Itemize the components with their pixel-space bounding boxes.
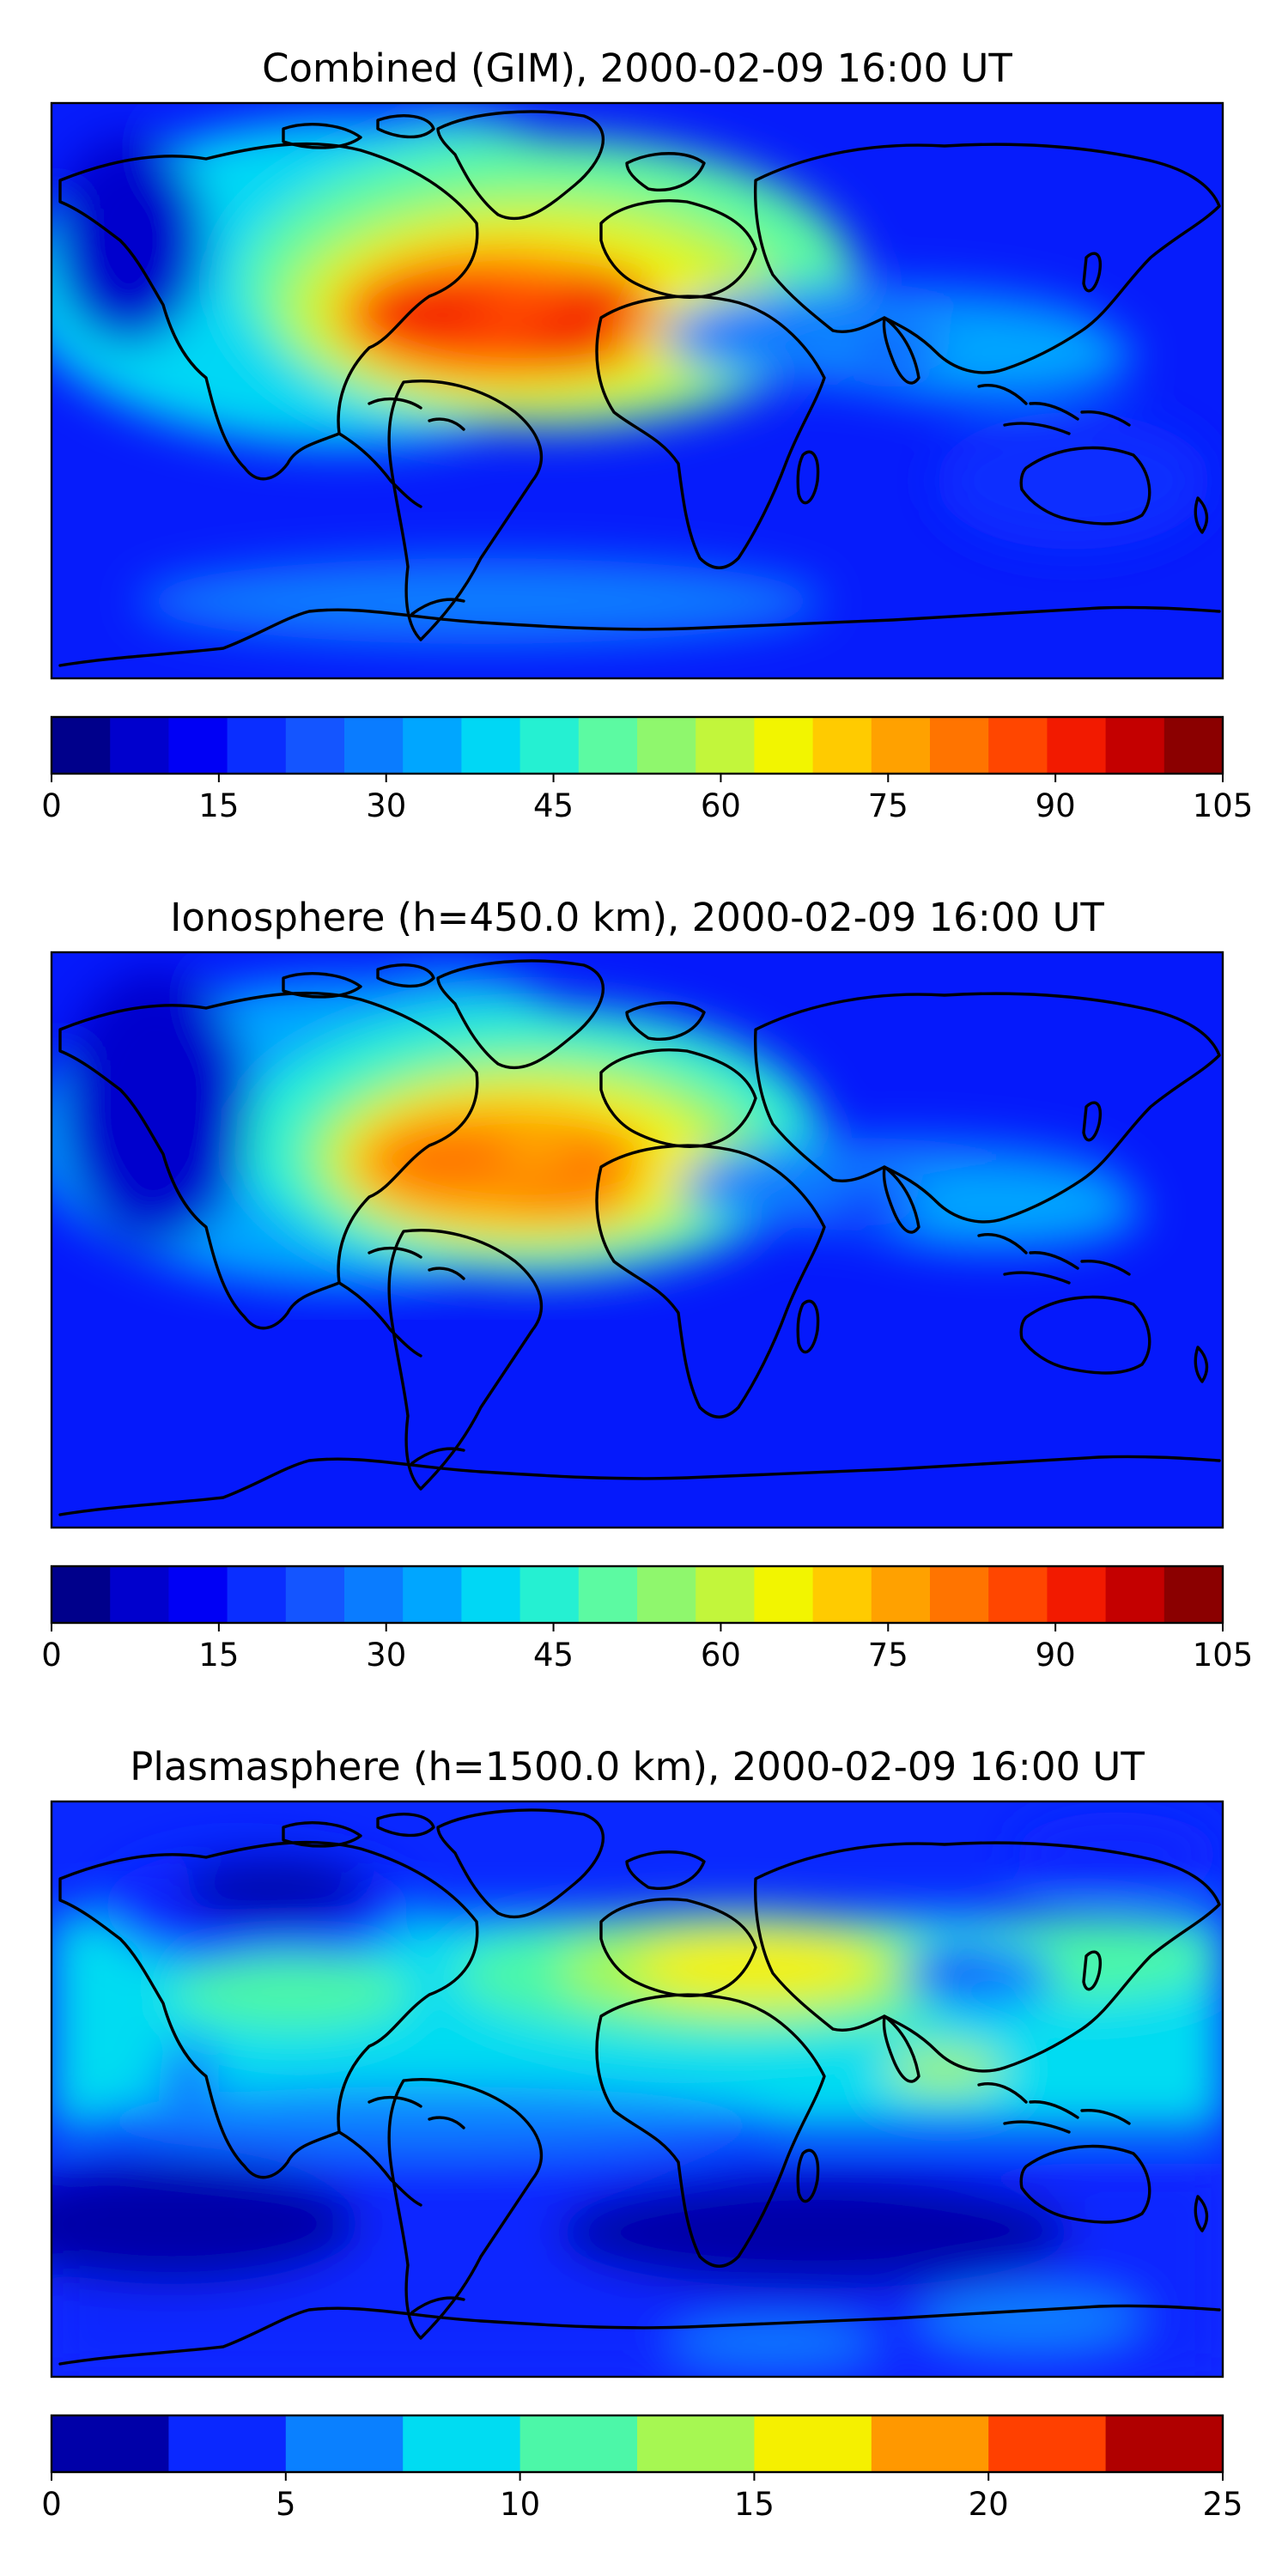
colorbar-cell <box>988 717 1048 774</box>
colorbar-cell <box>168 1566 228 1623</box>
colorbar-tick-label: 30 <box>366 1637 406 1674</box>
colorbar-cell <box>168 2415 287 2472</box>
colorbar-3: 0 5 10 15 20 25 <box>41 2414 1243 2523</box>
colorbar-cell <box>812 717 872 774</box>
colorbar-cell <box>637 2415 755 2472</box>
colorbar-cell <box>227 717 287 774</box>
colorbar-tick-label: 90 <box>1036 1637 1076 1674</box>
colorbar-tick-label: 15 <box>734 2486 775 2523</box>
colorbar-tick-label: 60 <box>701 1637 741 1674</box>
colorbar-tick-label: 105 <box>1193 1637 1254 1674</box>
colorbar-cell <box>227 1566 287 1623</box>
colorbar-cell <box>403 2415 521 2472</box>
colorbar-tick-label: 15 <box>198 1637 239 1674</box>
colorbar-cell <box>812 1566 872 1623</box>
colorbar-tick-label: 10 <box>500 2486 540 2523</box>
colorbar-cell <box>461 717 521 774</box>
colorbar-cell <box>1163 717 1224 774</box>
map-3 <box>52 1801 1223 2377</box>
colorbar-cell <box>403 1566 462 1623</box>
colorbar-cell <box>52 717 111 774</box>
colorbar-cell <box>285 1566 345 1623</box>
colorbar-cell <box>637 717 696 774</box>
colorbar-cell <box>52 2415 169 2472</box>
colorbar-cell <box>519 2415 638 2472</box>
colorbar-tick-label: 75 <box>868 1637 908 1674</box>
colorbar-cell <box>696 717 755 774</box>
colorbar-cell <box>1105 717 1165 774</box>
colorbar-cell <box>871 2415 989 2472</box>
colorbar-cell <box>461 1566 521 1623</box>
colorbar-tick-label: 75 <box>868 787 908 824</box>
colorbar-cell <box>930 1566 989 1623</box>
colorbar-tick-label: 45 <box>533 787 574 824</box>
colorbar-cell <box>344 717 404 774</box>
colorbar-cell <box>1163 1566 1224 1623</box>
colorbar-tick-label: 0 <box>41 787 62 824</box>
colorbar-cell <box>871 717 931 774</box>
colorbar-cell <box>1047 1566 1107 1623</box>
map-1 <box>52 103 1223 678</box>
colorbar-cell <box>988 2415 1107 2472</box>
colorbar-tick-label: 60 <box>701 787 741 824</box>
colorbar-cell <box>285 717 345 774</box>
panel-title: Plasmasphere (h=1500.0 km), 2000-02-09 1… <box>130 1744 1145 1789</box>
colorbar-cell <box>519 1566 580 1623</box>
colorbar-cell <box>754 1566 814 1623</box>
colorbar-tick-label: 20 <box>969 2486 1009 2523</box>
colorbar-cell <box>52 1566 111 1623</box>
colorbar-cell <box>403 717 462 774</box>
colorbar-2: 0 15 30 45 60 75 90 105 <box>41 1564 1254 1674</box>
colorbar-tick-label: 45 <box>533 1637 574 1674</box>
colorbar-cell <box>696 1566 755 1623</box>
colorbar-cell <box>578 1566 638 1623</box>
colorbar-cell <box>930 717 989 774</box>
panel-title: Combined (GIM), 2000-02-09 16:00 UT <box>262 46 1012 91</box>
colorbar-cell <box>637 1566 696 1623</box>
panel-title: Ionosphere (h=450.0 km), 2000-02-09 16:0… <box>170 895 1104 940</box>
colorbar-cell <box>519 717 580 774</box>
colorbar-tick-label: 105 <box>1193 787 1254 824</box>
colorbar-cell <box>168 717 228 774</box>
colorbar-cell <box>754 2415 872 2472</box>
colorbar-cell <box>1105 1566 1165 1623</box>
colorbar-cell <box>110 717 169 774</box>
colorbar-tick-label: 30 <box>366 787 406 824</box>
colorbar-1: 0 15 30 45 60 75 90 105 <box>41 715 1254 824</box>
colorbar-tick-label: 0 <box>41 2486 62 2523</box>
colorbar-tick-label: 15 <box>198 787 239 824</box>
colorbar-cell <box>110 1566 169 1623</box>
colorbar-cell <box>344 1566 404 1623</box>
colorbar-tick-label: 5 <box>276 2486 296 2523</box>
map-2 <box>52 952 1223 1528</box>
colorbar-cell <box>988 1566 1048 1623</box>
colorbar-cell <box>871 1566 931 1623</box>
colorbar-tick-label: 90 <box>1036 787 1076 824</box>
colorbar-cell <box>754 717 814 774</box>
colorbar-cell <box>1105 2415 1224 2472</box>
colorbar-cell <box>285 2415 404 2472</box>
colorbar-cell <box>578 717 638 774</box>
colorbar-tick-label: 0 <box>41 1637 62 1674</box>
colorbar-tick-label: 25 <box>1202 2486 1242 2523</box>
colorbar-cell <box>1047 717 1107 774</box>
